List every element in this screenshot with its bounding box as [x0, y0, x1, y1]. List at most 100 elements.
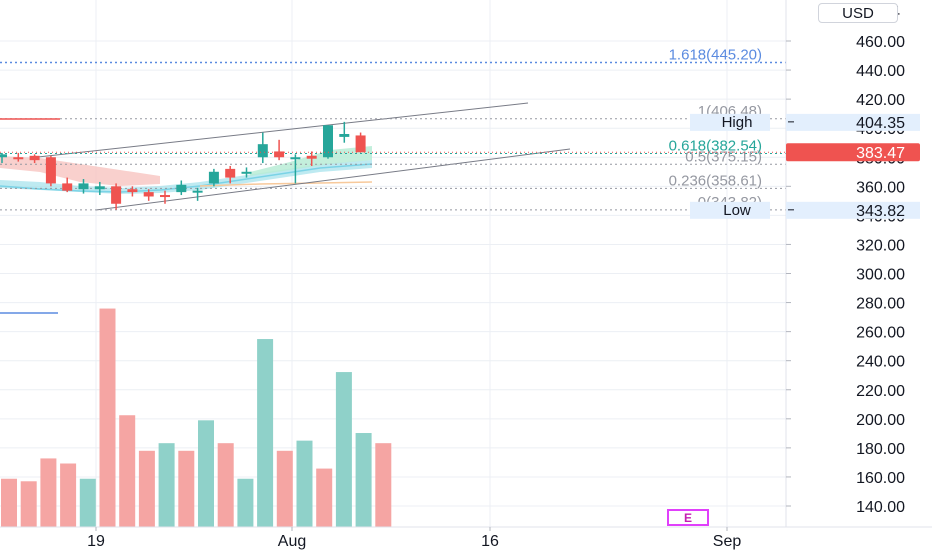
candle — [94, 181, 105, 196]
candle-body — [29, 155, 40, 161]
channel-upper-line[interactable] — [37, 102, 529, 158]
candle — [208, 168, 219, 187]
candle — [290, 154, 301, 184]
candle-body — [355, 135, 366, 153]
candle-body — [143, 192, 154, 197]
candle — [355, 132, 366, 153]
price-axis-label: 220.00 — [856, 383, 905, 400]
candle-body — [0, 154, 7, 158]
candle-body — [45, 157, 56, 184]
candle — [29, 154, 40, 164]
candle-body — [290, 157, 301, 160]
candle-body — [225, 168, 236, 178]
volume-bar — [79, 478, 96, 527]
candle-body — [306, 155, 317, 159]
price-axis-label: 420.00 — [856, 92, 905, 109]
price-axis-label: 320.00 — [856, 237, 905, 254]
volume-bar — [178, 450, 195, 527]
price-axis-label: 160.00 — [856, 470, 905, 487]
candle-body — [176, 184, 187, 193]
candle — [225, 165, 236, 184]
fib-label-f05: 0.5(375.15) — [685, 148, 762, 165]
price-axis-label: 300.00 — [856, 267, 905, 284]
volume-bar — [217, 443, 234, 527]
candle-body — [160, 195, 170, 198]
ma-band-red — [0, 156, 160, 186]
candle — [339, 121, 350, 143]
candle-body — [127, 189, 138, 193]
volume-bar — [316, 468, 333, 527]
low-marker-label: Low — [723, 202, 751, 219]
volume-bar — [99, 308, 116, 527]
candle-body — [323, 125, 333, 158]
candle-body — [274, 151, 285, 158]
price-axis-label: 240.00 — [856, 354, 905, 371]
candle-body — [241, 171, 252, 174]
volume-bar — [198, 420, 214, 527]
price-axis-label: 460.00 — [856, 34, 905, 51]
volume-bar — [257, 339, 274, 527]
low-marker-label-bg — [690, 201, 770, 219]
last-price-tag: 383.47 — [856, 145, 905, 162]
price-axis-label: 200.00 — [856, 412, 905, 429]
candle — [176, 180, 187, 196]
candle — [323, 125, 333, 159]
volume-bar — [1, 478, 17, 527]
candle — [192, 187, 203, 201]
volume-bar — [276, 450, 293, 527]
candle — [78, 179, 89, 194]
candle-body — [78, 183, 89, 190]
volume-bar — [355, 433, 372, 527]
high-marker-label-bg — [690, 113, 770, 131]
fib-label-f0236: 0.236(358.61) — [669, 172, 762, 189]
volume-bar — [335, 372, 352, 527]
time-axis-label: Aug — [278, 533, 306, 550]
high-marker-label: High — [722, 114, 753, 131]
candle — [257, 132, 268, 164]
candle-body — [62, 183, 73, 191]
price-axis-label: 180.00 — [856, 441, 905, 458]
price-axis-label: 280.00 — [856, 296, 905, 313]
candle — [241, 167, 252, 178]
channel-lower-line[interactable] — [95, 148, 571, 211]
price-axis-label: 440.00 — [856, 63, 905, 80]
volume-bar — [20, 481, 37, 527]
time-axis-label: 16 — [481, 533, 499, 550]
price-axis-label: 140.00 — [856, 499, 905, 516]
candle — [45, 155, 56, 187]
ma-line-orange — [199, 181, 373, 187]
fib-label-f1618: 1.618(445.20) — [669, 47, 762, 64]
low-marker-value-bg — [786, 201, 920, 219]
candle-body — [111, 186, 122, 204]
candle — [274, 139, 285, 161]
volume-bar — [119, 415, 136, 527]
price-axis-label: 360.00 — [856, 179, 905, 196]
candle-body — [94, 186, 105, 190]
candle — [143, 189, 154, 201]
candle-body — [257, 144, 268, 158]
time-axis-label: 19 — [87, 533, 105, 550]
volume-bar — [40, 458, 57, 527]
volume-bar — [60, 463, 77, 527]
volume-bar — [138, 450, 155, 527]
low-marker-value: 343.82 — [856, 203, 905, 220]
volume-bar — [237, 478, 254, 527]
fib-label-f0618: 0.618(382.54) — [669, 138, 762, 155]
time-axis-label: Sep — [713, 533, 742, 550]
currency-button[interactable]: USD — [818, 3, 898, 23]
volume-bar — [375, 443, 392, 527]
candle — [127, 186, 138, 197]
candle-body — [13, 157, 24, 160]
volume-bar — [296, 440, 313, 527]
volume-bar — [158, 443, 175, 527]
candle — [160, 190, 170, 204]
event-marker-e[interactable]: E — [667, 509, 709, 526]
candle — [62, 177, 73, 193]
high-marker-value-bg — [786, 113, 920, 131]
candle-body — [208, 171, 219, 184]
high-marker-value: 404.35 — [856, 115, 905, 132]
candle — [13, 152, 24, 162]
candle-body — [339, 134, 350, 137]
